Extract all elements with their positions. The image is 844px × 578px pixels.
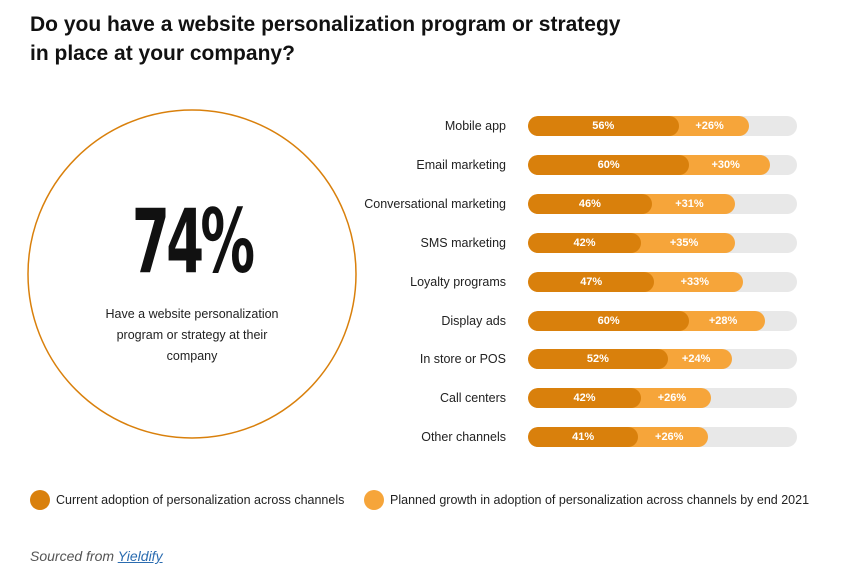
bar-row: Conversational marketing +31% 46%: [0, 193, 844, 214]
legend-label-growth: Planned growth in adoption of personaliz…: [390, 493, 810, 507]
growth-value-label: +31%: [675, 197, 704, 210]
current-bar: 60%: [528, 154, 690, 175]
bar-row: Email marketing +30% 60%: [0, 154, 844, 175]
bar-track: +26% 42%: [528, 388, 797, 409]
growth-value-label: +26%: [657, 392, 687, 405]
bar-track: +26% 41%: [528, 427, 797, 448]
legend-swatch-growth: [364, 490, 384, 510]
category-label: Call centers: [440, 391, 506, 406]
bar-row: In store or POS +24% 52%: [0, 349, 844, 370]
category-label: Loyalty programs: [410, 274, 506, 289]
legend-swatch-current: [30, 490, 50, 510]
highlight-circle: 74% Have a website personalization progr…: [26, 108, 358, 440]
current-bar: 41%: [528, 427, 639, 448]
bar-row: Mobile app +26% 56%: [0, 116, 844, 136]
growth-value-label: +35%: [669, 236, 699, 249]
growth-value-label: +28%: [708, 314, 738, 327]
growth-value-label: +26%: [695, 120, 724, 132]
bar-row: Other channels +26% 41%: [0, 427, 844, 448]
bar-track: +24% 52%: [528, 349, 797, 370]
current-bar: 60%: [528, 310, 690, 331]
growth-value-label: +26%: [655, 431, 684, 444]
legend-label-current: Current adoption of personalization acro…: [56, 493, 345, 507]
chart-title: Do you have a website personalization pr…: [30, 13, 621, 65]
category-label: In store or POS: [419, 352, 506, 367]
source-line: Sourced from Yieldify: [30, 548, 163, 564]
category-label: Display ads: [441, 313, 506, 328]
source-link[interactable]: Yieldify: [117, 548, 163, 564]
growth-value-label: +24%: [681, 353, 711, 366]
bar-row: Loyalty programs +33% 47%: [0, 271, 844, 292]
current-bar: 47%: [528, 271, 655, 292]
current-bar: 42%: [528, 388, 641, 409]
category-label: Email marketing: [416, 157, 506, 172]
source-prefix: Sourced from: [30, 548, 115, 564]
highlight-text: Have a website personalization program o…: [105, 307, 279, 363]
bar-track: +31% 46%: [528, 193, 797, 214]
bar-row: Call centers +26% 42%: [0, 388, 844, 409]
circle-outline: [27, 109, 357, 439]
current-bar: 42%: [528, 232, 641, 253]
bar-track: +28% 60%: [528, 310, 797, 331]
current-bar: 46%: [528, 193, 652, 214]
category-label: Mobile app: [444, 119, 506, 133]
category-label: Other channels: [421, 430, 506, 445]
bar-track: +30% 60%: [528, 154, 797, 175]
highlight-value: 74%: [131, 190, 255, 293]
bar-row: Display ads +28% 60%: [0, 310, 844, 331]
bar-track: +33% 47%: [528, 271, 797, 292]
bar-track: +35% 42%: [528, 232, 797, 253]
bar-row: SMS marketing +35% 42%: [0, 232, 844, 253]
current-bar: 52%: [528, 349, 668, 370]
category-label: SMS marketing: [420, 235, 506, 250]
growth-value-label: +33%: [680, 275, 710, 288]
current-bar: 56%: [528, 116, 679, 136]
category-label: Conversational marketing: [364, 196, 506, 211]
bar-track: +26% 56%: [528, 116, 797, 136]
growth-value-label: +30%: [711, 158, 740, 171]
